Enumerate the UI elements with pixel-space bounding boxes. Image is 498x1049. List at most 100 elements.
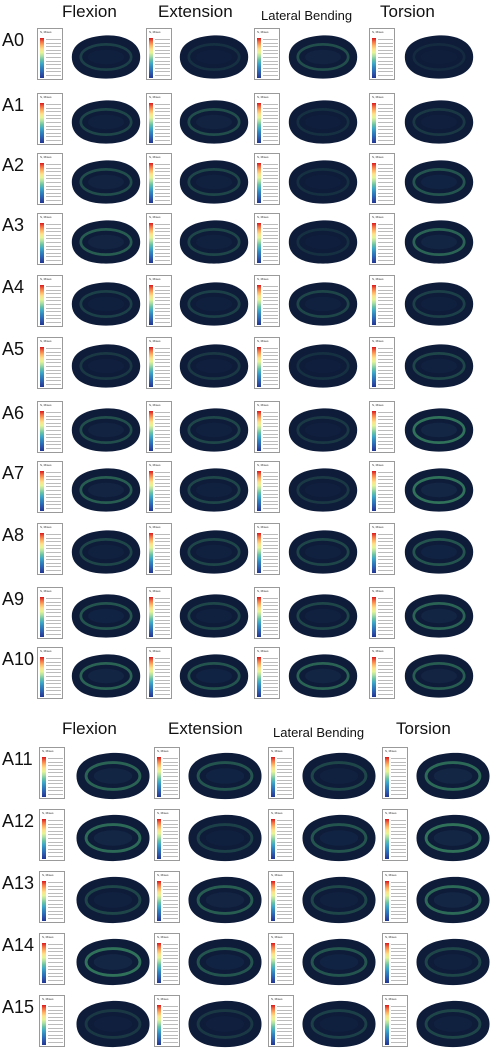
legend-tick	[277, 841, 292, 843]
disc-stress-map	[178, 527, 250, 577]
legend-tick	[46, 665, 61, 667]
legend-tick	[155, 314, 170, 316]
legend-tick	[46, 559, 61, 561]
legend-tick	[46, 238, 61, 240]
legend-tick	[391, 848, 406, 850]
legend-tick	[378, 71, 393, 73]
legend-tick	[155, 686, 170, 688]
legend-tick	[263, 616, 278, 617]
legend-tick	[378, 426, 393, 428]
legend-tick	[391, 962, 406, 963]
legend-tick	[46, 570, 61, 571]
legend-colorbar	[372, 411, 376, 451]
legend-tick	[46, 53, 61, 55]
legend-tick	[46, 448, 61, 449]
legend-tick	[46, 132, 61, 134]
legend-tick	[378, 355, 393, 357]
disc-stress-map	[414, 751, 492, 801]
legend-tick	[263, 619, 278, 621]
legend-title: S, Mises	[385, 935, 397, 939]
legend-tick	[48, 889, 63, 891]
legend-tick	[263, 293, 278, 295]
stress-legend: S, Mises	[146, 275, 172, 327]
stress-legend: S, Mises	[146, 647, 172, 699]
legend-tick	[263, 493, 278, 495]
legend-tick	[378, 504, 393, 506]
legend-tick	[155, 60, 170, 62]
stress-legend: S, Mises	[37, 93, 63, 145]
stress-legend: S, Mises	[146, 28, 172, 80]
legend-tick	[391, 976, 406, 978]
legend-tick	[163, 776, 178, 777]
legend-tick	[378, 111, 393, 113]
legend-tick	[378, 256, 393, 258]
legend-tick	[46, 415, 61, 417]
legend-tick	[263, 60, 278, 62]
stress-legend: S, Mises	[369, 153, 395, 205]
legend-tick	[46, 286, 61, 287]
legend-tick	[155, 57, 170, 58]
legend-tick	[391, 790, 406, 792]
stress-legend: S, Mises	[254, 337, 280, 389]
legend-tick	[48, 947, 63, 949]
legend-tick	[48, 903, 63, 905]
legend-tick	[46, 351, 61, 353]
legend-tick	[155, 164, 170, 165]
legend-tick	[155, 67, 170, 69]
legend-tick	[48, 830, 63, 832]
legend-tick	[263, 178, 278, 180]
legend-tick	[378, 122, 393, 123]
legend-tick	[263, 534, 278, 535]
stress-legend: S, Mises	[146, 213, 172, 265]
legend-tick	[378, 314, 393, 316]
legend-title: S, Mises	[257, 463, 269, 467]
legend-tick	[46, 676, 61, 677]
legend-colorbar	[257, 38, 261, 78]
legend-tick	[48, 776, 63, 777]
stress-legend: S, Mises	[154, 995, 180, 1047]
legend-tick	[378, 60, 393, 62]
legend-tick	[378, 53, 393, 55]
legend-tick	[263, 508, 278, 509]
legend-tick	[263, 479, 278, 481]
legend-tick	[263, 552, 278, 553]
legend-tick	[378, 75, 393, 76]
legend-tick	[46, 122, 61, 123]
legend-tick	[46, 129, 61, 131]
disc-stress-map	[414, 875, 492, 925]
legend-tick	[46, 472, 61, 473]
legend-tick	[378, 192, 393, 194]
legend-tick	[378, 104, 393, 105]
row-label: A11	[2, 749, 33, 769]
legend-colorbar	[149, 163, 153, 203]
legend-tick	[263, 598, 278, 599]
legend-tick	[155, 384, 170, 385]
legend-tick	[48, 954, 63, 956]
legend-tick	[378, 322, 393, 323]
legend-tick	[277, 786, 292, 788]
legend-tick	[48, 1042, 63, 1043]
legend-tick	[378, 185, 393, 187]
stress-legend: S, Mises	[39, 871, 65, 923]
legend-tick	[48, 918, 63, 919]
legend-tick	[277, 1020, 292, 1022]
legend-tick	[277, 1038, 292, 1040]
legend-tick	[391, 944, 406, 945]
stress-legend: S, Mises	[382, 809, 408, 861]
row-label: A9	[2, 589, 25, 609]
legend-tick	[155, 668, 170, 670]
legend-tick	[391, 794, 406, 795]
legend-colorbar	[257, 103, 261, 143]
legend-tick	[163, 882, 178, 883]
legend-tick	[378, 351, 393, 353]
legend-tick	[378, 57, 393, 58]
legend-tick	[48, 856, 63, 857]
legend-tick	[155, 42, 170, 44]
legend-tick	[263, 380, 278, 382]
legend-tick	[277, 954, 292, 956]
legend-tick	[155, 49, 170, 51]
legend-tick	[263, 679, 278, 681]
legend-tick	[163, 947, 178, 949]
legend-tick	[277, 889, 292, 891]
legend-tick	[46, 433, 61, 435]
